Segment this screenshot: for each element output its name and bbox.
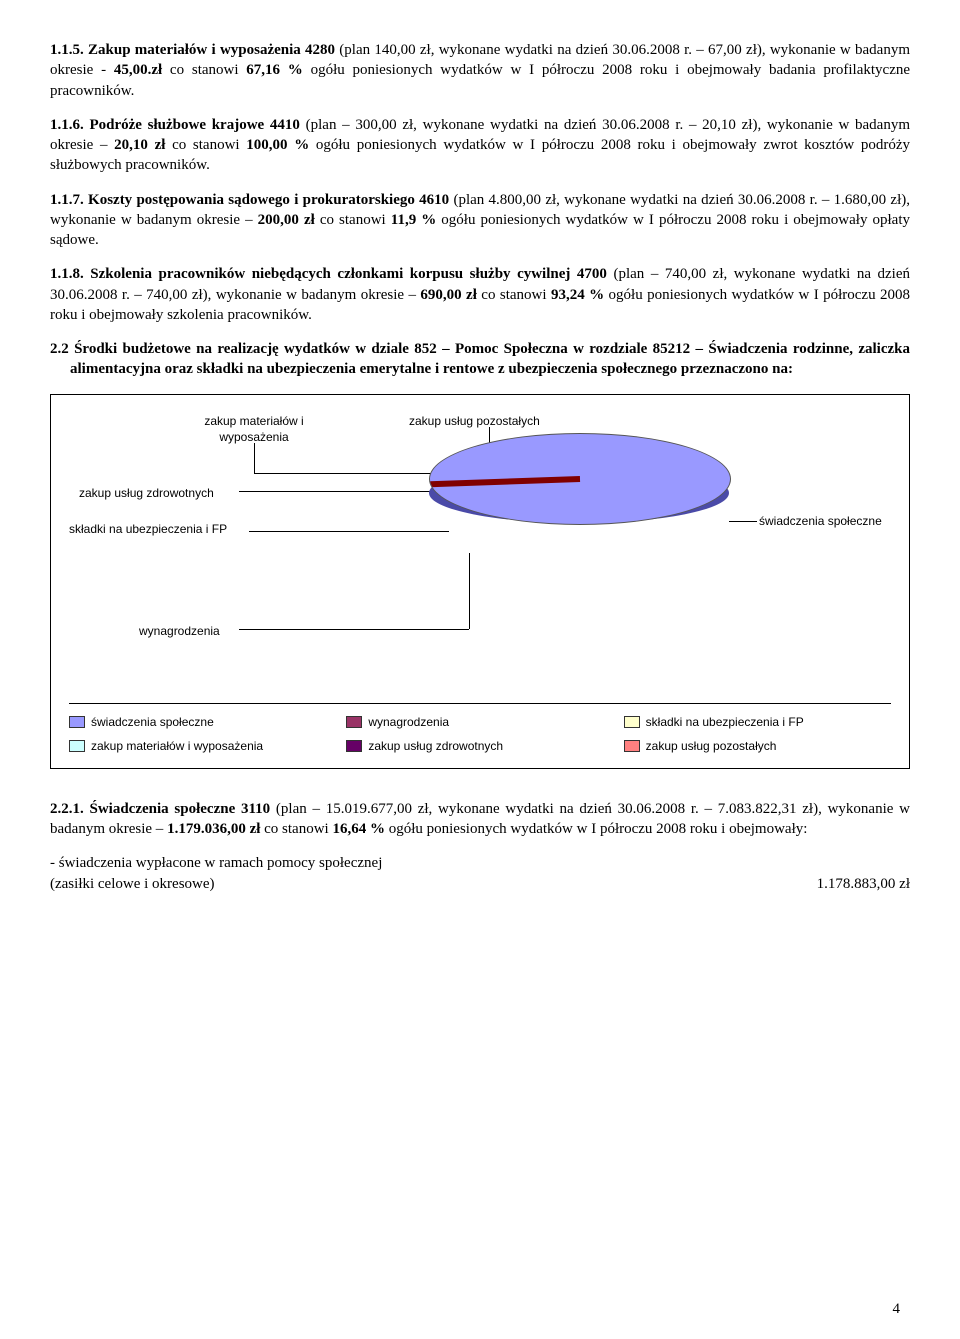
legend-swatch: [346, 716, 362, 728]
list-line-amount: 1.178.883,00 zł: [817, 874, 910, 894]
legend-swatch: [624, 716, 640, 728]
callout-label: składki na ubezpieczenia i FP: [69, 521, 249, 537]
list-line: - świadczenia wypłacone w ramach pomocy …: [50, 853, 910, 873]
pie-chart: zakup materiałów i wyposażenia zakup usł…: [69, 413, 891, 693]
pie-chart-container: zakup materiałów i wyposażenia zakup usł…: [50, 394, 910, 769]
legend-swatch: [624, 740, 640, 752]
legend-item: wynagrodzenia: [346, 714, 613, 730]
callout-label: zakup usług zdrowotnych: [79, 485, 259, 501]
bullet-list: - świadczenia wypłacone w ramach pomocy …: [50, 853, 910, 894]
paragraph-1-1-7: 1.1.7. Koszty postępowania sądowego i pr…: [50, 190, 910, 251]
legend-item: składki na ubezpieczenia i FP: [624, 714, 891, 730]
paragraph-2-2-1: 2.2.1. Świadczenia społeczne 3110 (plan …: [50, 799, 910, 840]
paragraph-1-1-5: 1.1.5. Zakup materiałów i wyposażenia 42…: [50, 40, 910, 101]
legend-swatch: [346, 740, 362, 752]
legend-swatch: [69, 740, 85, 752]
paragraph-1-1-8: 1.1.8. Szkolenia pracowników niebędących…: [50, 264, 910, 325]
legend-item: zakup usług pozostałych: [624, 738, 891, 754]
callout-label: zakup materiałów i wyposażenia: [179, 413, 329, 445]
legend-item: zakup usług zdrowotnych: [346, 738, 613, 754]
paragraph-2-2: 2.2 Środki budżetowe na realizację wydat…: [50, 339, 910, 380]
pie-shape: [429, 433, 729, 583]
list-line-left: (zasiłki celowe i okresowe): [50, 874, 215, 894]
callout-label: świadczenia społeczne: [759, 513, 919, 529]
paragraph-1-1-6: 1.1.6. Podróże służbowe krajowe 4410 (pl…: [50, 115, 910, 176]
legend-item: zakup materiałów i wyposażenia: [69, 738, 336, 754]
legend-item: świadczenia społeczne: [69, 714, 336, 730]
chart-legend: świadczenia społeczne wynagrodzenia skła…: [69, 703, 891, 754]
page-number: 4: [893, 1299, 901, 1319]
callout-label: wynagrodzenia: [139, 623, 289, 639]
callout-label: zakup usług pozostałych: [409, 413, 579, 429]
legend-swatch: [69, 716, 85, 728]
